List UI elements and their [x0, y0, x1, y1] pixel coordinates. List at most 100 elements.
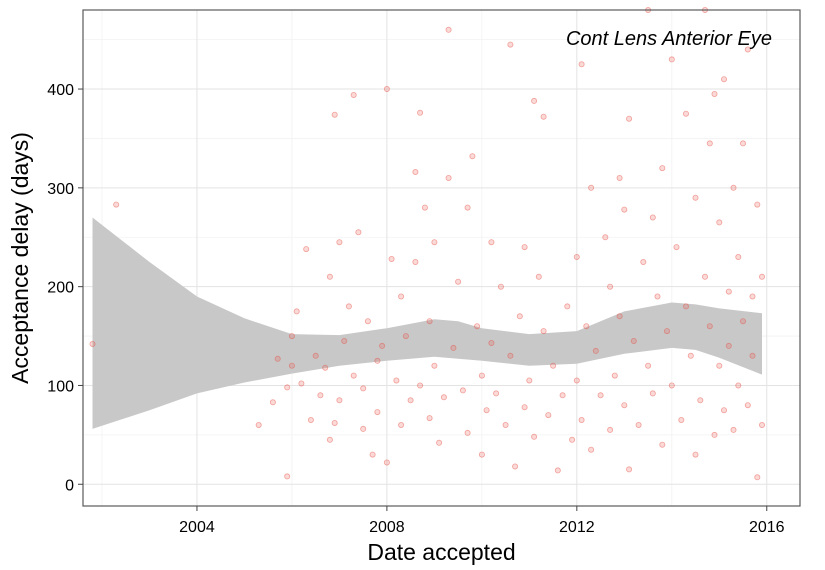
y-tick-label: 200 [47, 280, 74, 297]
data-point [569, 436, 576, 443]
data-point [659, 165, 666, 172]
data-point [588, 446, 595, 453]
data-point [583, 323, 590, 330]
data-point [402, 333, 409, 340]
data-point [540, 113, 547, 120]
data-point [754, 201, 761, 208]
x-axis-title: Date accepted [367, 539, 515, 565]
x-tick-label: 2012 [559, 519, 595, 536]
data-point [607, 283, 614, 290]
data-point [621, 402, 628, 409]
data-point [336, 397, 343, 404]
data-point [649, 390, 656, 397]
data-point [497, 283, 504, 290]
data-point [388, 255, 395, 262]
data-point [331, 419, 338, 426]
data-point [744, 46, 751, 53]
data-point [725, 342, 732, 349]
data-point [540, 328, 547, 335]
data-point [754, 474, 761, 481]
data-point [735, 253, 742, 260]
data-point [649, 214, 656, 221]
data-point [616, 313, 623, 320]
confidence-band [92, 217, 762, 429]
data-points [89, 7, 766, 481]
data-point [531, 97, 538, 104]
data-point [611, 372, 618, 379]
y-tick-label: 0 [65, 477, 74, 494]
data-point [759, 421, 766, 428]
panel-title: Cont Lens Anterior Eye [566, 28, 772, 50]
data-point [721, 76, 728, 83]
data-point [345, 303, 352, 310]
data-point [469, 153, 476, 160]
data-point [478, 451, 485, 458]
data-point [326, 436, 333, 443]
data-point [749, 293, 756, 300]
data-point [369, 451, 376, 458]
axes: 2004 2008 2012 2016 0 100 200 300 400 [47, 82, 784, 536]
data-point [383, 86, 390, 93]
data-point [350, 92, 357, 99]
data-point [659, 441, 666, 448]
data-point [379, 342, 386, 349]
data-point [521, 404, 528, 411]
data-point [740, 318, 747, 325]
data-point [350, 372, 357, 379]
data-point [488, 239, 495, 246]
data-point [440, 394, 447, 401]
data-point [683, 110, 690, 117]
data-point [616, 174, 623, 181]
data-point [725, 288, 732, 295]
data-point [426, 318, 433, 325]
data-point [360, 385, 367, 392]
data-point [664, 328, 671, 335]
data-point [455, 278, 462, 285]
data-point [744, 402, 751, 409]
data-point [535, 273, 542, 280]
data-point [721, 407, 728, 414]
data-point [431, 239, 438, 246]
data-point [578, 61, 585, 68]
data-point [740, 140, 747, 147]
data-point [412, 258, 419, 265]
data-point [89, 340, 96, 347]
data-point [502, 421, 509, 428]
y-tick-label: 100 [47, 378, 74, 395]
data-point [393, 377, 400, 384]
data-point [326, 273, 333, 280]
data-point [687, 352, 694, 359]
data-point [288, 362, 295, 369]
data-point [692, 194, 699, 201]
data-point [459, 387, 466, 394]
data-point [635, 421, 642, 428]
data-point [578, 416, 585, 423]
data-point [331, 111, 338, 118]
data-point [564, 303, 571, 310]
smooth-band [92, 217, 762, 429]
data-point [317, 392, 324, 399]
data-point [592, 347, 599, 354]
data-point [735, 382, 742, 389]
data-point [588, 184, 595, 191]
data-point [407, 397, 414, 404]
data-point [336, 239, 343, 246]
data-point [412, 168, 419, 175]
data-point [749, 352, 756, 359]
data-point [398, 293, 405, 300]
data-point [730, 426, 737, 433]
y-axis-title: Acceptance delay (days) [7, 132, 33, 384]
major-gridlines [83, 10, 800, 506]
data-point [398, 421, 405, 428]
data-point [706, 140, 713, 147]
y-tick-label: 300 [47, 181, 74, 198]
data-point [298, 380, 305, 387]
data-point [431, 362, 438, 369]
data-point [702, 273, 709, 280]
data-point [711, 431, 718, 438]
data-point [474, 323, 481, 330]
data-point [341, 337, 348, 344]
data-point [573, 377, 580, 384]
data-point [284, 384, 291, 391]
